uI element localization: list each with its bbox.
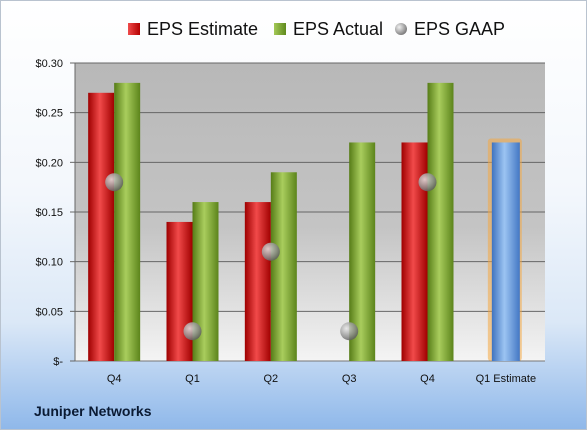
legend-item-estimate: EPS Estimate [128, 15, 258, 43]
x-tick-label: Q3 [342, 373, 357, 385]
y-tick-label: $0.10 [35, 257, 63, 269]
legend-item-gaap: EPS GAAP [395, 15, 505, 43]
legend-label-gaap: EPS GAAP [414, 18, 506, 39]
bar-estimate [244, 202, 271, 361]
bar-actual [427, 82, 454, 361]
x-axis-ticks: Q4 Q1 Q2 Q3 Q4 Q1 Estimate [107, 373, 536, 385]
x-tick-label: Q1 Estimate [476, 373, 537, 385]
gaap-marker [105, 173, 124, 192]
legend-swatch-estimate [128, 23, 140, 35]
y-tick-label: $0.20 [35, 157, 63, 169]
bar-estimate [166, 221, 193, 361]
bar-projection [491, 142, 520, 361]
y-axis-ticks: $- $0.05 $0.10 $0.15 $0.20 $0.25 $0.30 [35, 58, 63, 368]
gaap-marker [183, 322, 202, 341]
gaap-marker [261, 242, 280, 261]
legend-item-actual: EPS Actual [274, 15, 383, 43]
bar-estimate [88, 92, 115, 362]
gaap-markers [105, 173, 437, 341]
y-tick-label: $0.25 [35, 108, 63, 120]
legend-label-estimate: EPS Estimate [147, 18, 259, 39]
gaap-marker [418, 173, 437, 192]
y-tick-label: $0.15 [35, 207, 63, 219]
legend: EPS Estimate EPS Actual EPS GAAP [1, 15, 587, 43]
x-tick-label: Q4 [107, 373, 122, 385]
legend-swatch-gaap [395, 23, 407, 35]
y-tick-label: $0.30 [35, 58, 63, 70]
x-tick-label: Q4 [420, 373, 435, 385]
x-tick-label: Q1 [185, 373, 200, 385]
y-tick-label: $- [53, 356, 63, 368]
x-tick-label: Q2 [263, 373, 278, 385]
y-tick-label: $0.05 [35, 306, 63, 318]
gridlines [70, 62, 545, 362]
gaap-marker [340, 322, 359, 341]
legend-label-actual: EPS Actual [293, 18, 384, 39]
legend-swatch-actual [274, 23, 286, 35]
company-name: Juniper Networks [34, 403, 152, 419]
bar-actual [270, 172, 297, 361]
bar-actual [114, 82, 141, 361]
